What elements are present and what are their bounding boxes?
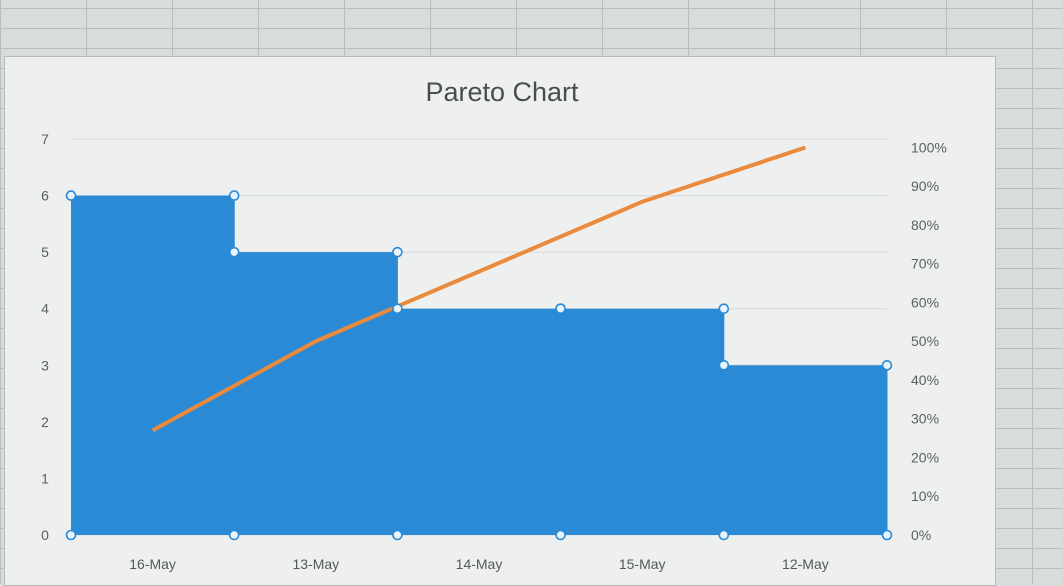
y-tick-label: 4 <box>41 301 49 317</box>
bar-16-May[interactable] <box>71 196 235 535</box>
chart-area[interactable]: Pareto Chart 0 1 2 3 4 5 6 7 0% 10% 20% 30% 40% 50% 6… <box>4 56 996 586</box>
selection-handle[interactable] <box>230 248 239 257</box>
y-tick-label: 6 <box>41 188 49 204</box>
x-tick-label: 16-May <box>129 556 176 572</box>
selection-handle[interactable] <box>67 531 76 540</box>
bar-14-May[interactable] <box>397 309 561 535</box>
selection-handle[interactable] <box>393 304 402 313</box>
bar-13-May[interactable] <box>234 252 398 535</box>
y-tick-label: 2 <box>41 414 49 430</box>
y2-tick-label: 10% <box>911 488 939 504</box>
y-tick-label: 0 <box>41 527 49 543</box>
selection-handle[interactable] <box>230 531 239 540</box>
selection-handle[interactable] <box>67 191 76 200</box>
bar-15-May[interactable] <box>561 309 725 535</box>
selection-handle[interactable] <box>883 531 892 540</box>
y-tick-label: 5 <box>41 244 49 260</box>
x-axis: 16-May 13-May 14-May 15-May 12-May <box>129 556 828 572</box>
selection-handle[interactable] <box>393 248 402 257</box>
secondary-y-axis: 0% 10% 20% 30% 40% 50% 60% 70% 80% 90% 100% <box>911 139 947 543</box>
selection-handle[interactable] <box>556 304 565 313</box>
x-tick-label: 13-May <box>292 556 339 572</box>
selection-handle[interactable] <box>719 304 728 313</box>
y-tick-label: 1 <box>41 470 49 486</box>
y2-tick-label: 30% <box>911 411 939 427</box>
chart-title: Pareto Chart <box>425 77 579 107</box>
y-axis: 0 1 2 3 4 5 6 7 <box>41 131 49 543</box>
pareto-chart: Pareto Chart 0 1 2 3 4 5 6 7 0% 10% 20% 30% 40% 50% 6… <box>5 57 995 585</box>
y2-tick-label: 100% <box>911 139 947 155</box>
y2-tick-label: 90% <box>911 178 939 194</box>
selection-handle[interactable] <box>883 361 892 370</box>
y2-tick-label: 50% <box>911 333 939 349</box>
selection-handle[interactable] <box>230 191 239 200</box>
x-tick-label: 15-May <box>619 556 666 572</box>
y2-tick-label: 40% <box>911 372 939 388</box>
y-tick-label: 3 <box>41 357 49 373</box>
y2-tick-label: 70% <box>911 256 939 272</box>
selection-handle[interactable] <box>719 361 728 370</box>
x-tick-label: 14-May <box>456 556 503 572</box>
y2-tick-label: 20% <box>911 449 939 465</box>
x-tick-label: 12-May <box>782 556 829 572</box>
y2-tick-label: 80% <box>911 217 939 233</box>
y2-tick-label: 0% <box>911 527 931 543</box>
bars[interactable] <box>71 196 888 535</box>
selection-handle[interactable] <box>556 531 565 540</box>
y2-tick-label: 60% <box>911 294 939 310</box>
y-tick-label: 7 <box>41 131 49 147</box>
selection-handle[interactable] <box>719 531 728 540</box>
selection-handle[interactable] <box>393 531 402 540</box>
bar-12-May[interactable] <box>724 365 888 535</box>
